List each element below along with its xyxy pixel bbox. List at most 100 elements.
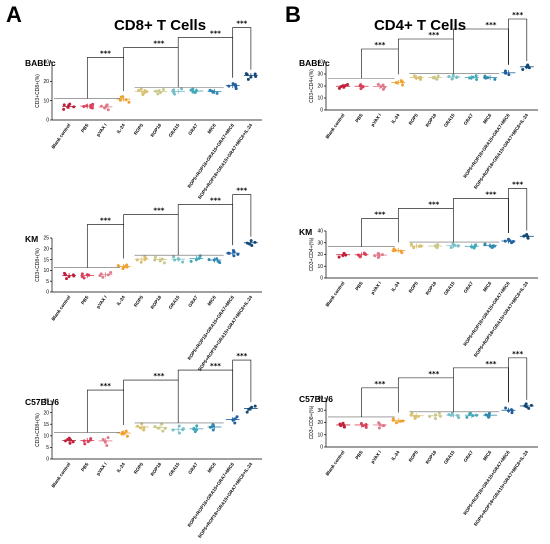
data-point	[161, 429, 165, 433]
y-axis-label: CD3+CD8+(%)	[35, 413, 41, 447]
data-point	[455, 75, 459, 79]
x-tick-label: PBS	[80, 295, 90, 306]
x-tick-label: GRA15	[168, 294, 181, 310]
data-point	[435, 245, 439, 249]
data-point	[357, 253, 361, 257]
x-tick-label: pVAX I	[370, 113, 382, 128]
data-point	[236, 252, 240, 256]
significance-bracket	[232, 194, 252, 246]
significance-bracket	[397, 208, 454, 243]
data-point	[124, 98, 128, 102]
significance-bracket	[177, 369, 234, 412]
significance-stars: ***	[210, 30, 221, 38]
plot-1: BABL/c 0 10 20 30 CD3+CD8+(%) Blank control PBS…	[25, 20, 262, 200]
data-point	[198, 256, 202, 260]
y-tick-label: 10	[317, 264, 323, 270]
x-tick-label: pVAX I	[370, 281, 382, 296]
data-point	[438, 414, 442, 418]
plot-3: C57BL/6 0 5 10 15 20 25 CD3+CD8+(%) Blank contro…	[25, 352, 262, 539]
data-point	[127, 100, 131, 104]
data-point	[398, 419, 402, 423]
y-tick-label: 30	[317, 72, 323, 78]
x-tick-label: IL-24	[390, 449, 401, 461]
data-point	[449, 245, 453, 249]
y-axis-label: CD3+CD4+(%)	[309, 69, 315, 103]
x-tick-label: PBS	[354, 450, 364, 461]
data-point	[105, 103, 109, 107]
significance-bracket	[397, 38, 454, 74]
data-point	[160, 422, 164, 426]
panel-title-a: CD8+ T Cells	[114, 17, 206, 34]
data-point	[125, 434, 129, 438]
data-point	[215, 91, 219, 95]
data-point	[401, 83, 405, 87]
data-point	[153, 255, 157, 259]
data-point	[135, 258, 139, 262]
y-tick-label: 0	[320, 445, 323, 451]
x-tick-label: MIC6	[206, 122, 217, 134]
data-point	[124, 429, 128, 433]
x-tick-label: ROP18	[150, 122, 163, 138]
data-point	[447, 75, 451, 79]
data-point	[233, 421, 237, 425]
x-tick-label: Blank control	[50, 462, 71, 489]
data-point	[484, 76, 488, 80]
y-tick-label: 0	[320, 276, 323, 282]
x-tick-label: Blank control	[325, 281, 346, 308]
x-tick-label: PBS	[80, 123, 90, 134]
x-tick-label: MIC6	[206, 294, 217, 306]
x-tick-label: Blank control	[50, 295, 71, 322]
significance-stars: ***	[428, 201, 439, 209]
x-tick-label: ROP18	[425, 280, 438, 296]
x-tick-label: pVAX I	[95, 462, 107, 477]
data-point	[412, 74, 416, 78]
data-point	[62, 103, 66, 107]
panel-title-b: CD4+ T Cells	[374, 17, 466, 34]
x-tick-label: GRA15	[168, 122, 181, 138]
y-tick-label: 20	[317, 252, 323, 258]
y-tick-label: 20	[317, 84, 323, 90]
data-point	[465, 415, 469, 419]
significance-stars: ***	[485, 191, 496, 199]
significance-stars: ***	[428, 370, 439, 378]
significance-bracket	[123, 214, 179, 256]
y-tick-label: 10	[43, 434, 49, 440]
y-tick-label: 25	[43, 399, 49, 405]
data-point	[412, 246, 416, 250]
x-tick-label: PBS	[354, 113, 364, 124]
significance-bracket	[453, 28, 509, 65]
data-point	[435, 77, 439, 81]
x-tick-label: ROP5	[408, 112, 420, 125]
y-tick-label: 0	[46, 290, 49, 296]
significance-stars: ***	[485, 21, 496, 29]
data-point	[434, 417, 437, 421]
subplot-title: BABL/c	[299, 58, 330, 68]
significance-stars: ***	[236, 20, 247, 28]
x-tick-label: Blank control	[325, 113, 346, 140]
data-point	[511, 239, 515, 243]
data-point	[437, 411, 441, 415]
data-point	[232, 250, 236, 254]
y-tick-label: 30	[43, 60, 49, 66]
data-point	[381, 83, 385, 87]
data-point	[172, 255, 176, 259]
panel-letter-a: A	[6, 2, 22, 27]
data-point	[474, 74, 478, 78]
x-tick-label: ROP18	[425, 112, 438, 128]
x-tick-label: ROP18	[425, 449, 438, 465]
data-point	[139, 260, 143, 264]
data-point	[400, 80, 404, 84]
significance-bracket	[86, 389, 124, 433]
x-tick-label: GRA15	[443, 112, 456, 128]
data-point	[529, 403, 533, 407]
data-point	[162, 261, 166, 265]
significance-stars: ***	[100, 50, 111, 58]
x-tick-label: IL-24	[390, 112, 401, 124]
data-point	[504, 71, 508, 75]
x-tick-label: IL-24	[116, 461, 127, 473]
x-tick-label: pVAX I	[370, 450, 382, 465]
x-tick-label: GRA7	[463, 449, 475, 463]
significance-stars: ***	[100, 382, 111, 390]
x-tick-label: ROP5	[133, 294, 145, 307]
data-point	[522, 234, 526, 238]
